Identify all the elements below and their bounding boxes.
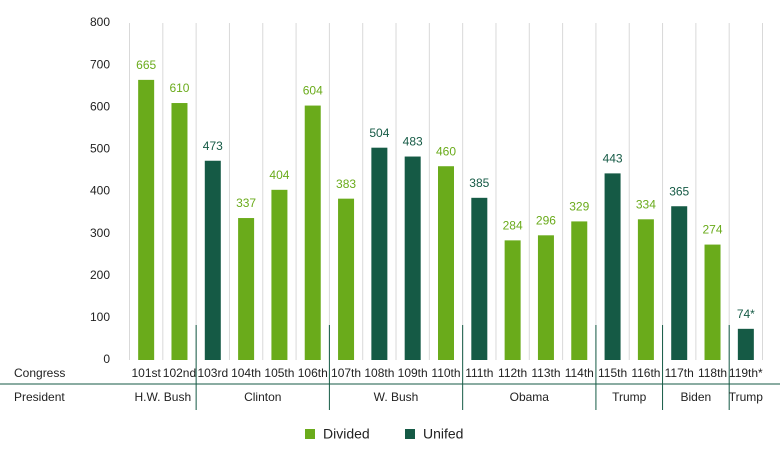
bar [504, 240, 521, 360]
bar [604, 173, 621, 360]
y-tick-label: 500 [90, 142, 110, 156]
bar [737, 328, 754, 360]
value-label: 385 [469, 176, 489, 190]
value-label: 443 [603, 152, 623, 166]
x-tick-label: 101st [131, 366, 161, 380]
value-label: 604 [303, 84, 323, 98]
bar [138, 79, 155, 361]
value-label: 460 [436, 144, 456, 158]
x-tick-label: 118th [698, 366, 727, 380]
row-label: President [14, 390, 65, 404]
x-tick-label: 104th [231, 366, 261, 380]
x-tick-label: 106th [298, 366, 328, 380]
y-tick-label: 600 [90, 99, 110, 113]
x-tick-label: 111th [465, 366, 493, 380]
president-label: W. Bush [374, 390, 419, 404]
value-label: 365 [669, 184, 689, 198]
legend-swatch [405, 429, 415, 439]
x-tick-label: 105th [264, 366, 294, 380]
value-label: 483 [403, 135, 423, 149]
x-tick-label: 108th [364, 366, 394, 380]
x-tick-label: 115th [598, 366, 627, 380]
y-tick-label: 700 [90, 57, 110, 71]
bar [704, 244, 721, 360]
x-tick-label: 110th [431, 366, 460, 380]
legend-label: Divided [323, 426, 370, 442]
value-label: 296 [536, 213, 556, 227]
bar [537, 235, 554, 360]
bar [204, 160, 221, 360]
president-label: Biden [681, 390, 712, 404]
y-tick-label: 400 [90, 184, 110, 198]
value-label: 74* [737, 307, 755, 321]
bar [438, 166, 454, 360]
bar [171, 103, 188, 360]
y-tick-label: 100 [90, 310, 110, 324]
x-tick-label: 113th [531, 366, 560, 380]
legend-label: Unifed [423, 426, 463, 442]
bar [471, 197, 488, 360]
bar [371, 147, 388, 360]
x-tick-label: 114th [565, 366, 594, 380]
value-label: 337 [236, 196, 256, 210]
x-tick-label: 112th [498, 366, 527, 380]
x-tick-label: 103rd [197, 366, 228, 380]
bar [671, 206, 688, 360]
value-label: 610 [169, 81, 189, 95]
x-tick-label: 102nd [163, 366, 196, 380]
y-tick-label: 0 [103, 352, 110, 366]
value-label: 473 [203, 139, 223, 153]
bar [304, 105, 321, 360]
y-tick-label: 200 [90, 268, 110, 282]
x-tick-label: 107th [331, 366, 361, 380]
president-label: H.W. Bush [134, 390, 191, 404]
president-label: Trump [729, 390, 764, 404]
x-tick-label: 117th [665, 366, 694, 380]
president-label: Obama [510, 390, 550, 404]
row-label: Congress [14, 366, 65, 380]
value-label: 504 [369, 126, 389, 140]
bar [238, 218, 255, 360]
y-tick-label: 800 [90, 15, 110, 29]
x-tick-label: 119th* [729, 366, 763, 380]
y-tick-label: 300 [90, 226, 110, 240]
bar [338, 198, 355, 360]
president-label: Trump [612, 390, 647, 404]
president-label: Clinton [244, 390, 281, 404]
value-label: 329 [569, 200, 589, 214]
x-tick-label: 109th [398, 366, 428, 380]
bar [271, 189, 288, 360]
legend-swatch [305, 429, 315, 439]
value-label: 383 [336, 177, 356, 191]
value-label: 334 [636, 197, 656, 211]
bar [571, 221, 588, 360]
bar [404, 156, 421, 360]
value-label: 284 [503, 219, 523, 233]
value-label: 274 [703, 223, 723, 237]
x-tick-label: 116th [631, 366, 660, 380]
value-label: 665 [136, 58, 156, 72]
value-label: 404 [269, 168, 289, 182]
bar [637, 219, 654, 360]
